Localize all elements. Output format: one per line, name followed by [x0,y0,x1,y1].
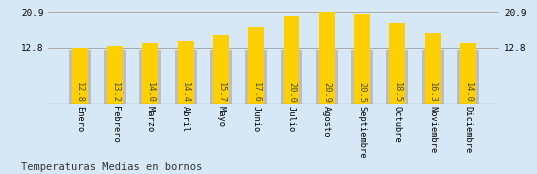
Text: 20.5: 20.5 [358,82,367,103]
Bar [316,50,338,104]
Text: 20.9: 20.9 [322,82,331,103]
Bar [245,50,267,104]
Text: 12.8: 12.8 [75,82,84,103]
Bar [425,33,441,104]
Text: 14.0: 14.0 [463,82,473,103]
Bar [142,43,158,104]
Text: 14.0: 14.0 [146,82,155,103]
Bar [284,16,300,104]
Text: 17.6: 17.6 [252,82,261,103]
Bar [457,50,479,104]
Bar [422,50,444,104]
Bar [210,50,232,104]
Bar [248,27,264,104]
Bar [460,43,476,104]
Text: 20.0: 20.0 [287,82,296,103]
Text: Temperaturas Medias en bornos: Temperaturas Medias en bornos [21,162,203,172]
Bar [351,50,373,104]
Text: 18.5: 18.5 [393,82,402,103]
Bar [107,46,123,104]
Bar [354,14,370,104]
Text: 14.4: 14.4 [181,82,190,103]
Bar [213,35,229,104]
Text: 15.7: 15.7 [216,82,226,103]
Text: 13.2: 13.2 [111,82,120,103]
Bar [178,41,193,104]
Bar [389,23,405,104]
Bar [140,50,161,104]
Bar [280,50,302,104]
Bar [72,48,88,104]
Bar [319,12,335,104]
Bar [104,50,126,104]
Bar [387,50,408,104]
Text: 16.3: 16.3 [428,82,437,103]
Bar [175,50,197,104]
Bar [69,50,91,104]
